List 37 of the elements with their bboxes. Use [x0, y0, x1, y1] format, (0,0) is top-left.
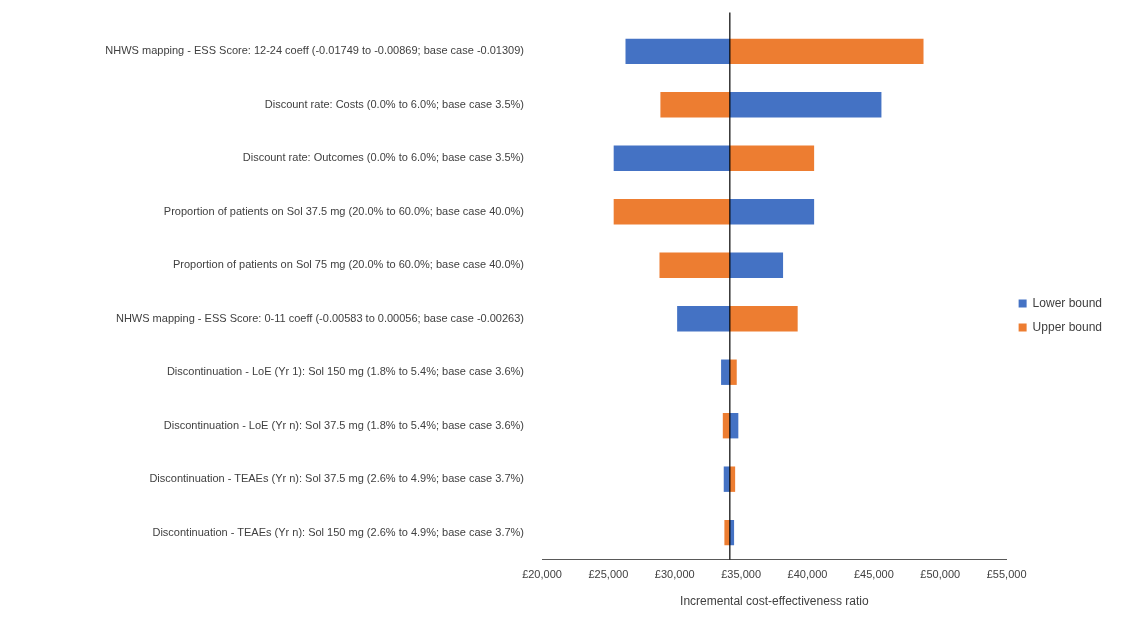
y-tick-label: NHWS mapping - ESS Score: 12-24 coeff (-0.01749 to -0.00869; base case -0.01309) — [105, 44, 524, 57]
bar — [729, 252, 784, 278]
y-tick-label: Discontinuation - LoE (Yr n): Sol 37.5 mg (1.8% to 5.4%; base case 3.6%) — [163, 418, 524, 431]
legend-label: Lower bound — [1032, 295, 1102, 310]
bar — [729, 413, 739, 439]
bar — [729, 359, 737, 385]
x-tick-label: £30,000 — [654, 568, 695, 581]
y-tick-label: Discontinuation - TEAEs (Yr n): Sol 37.5 mg (2.6% to 4.9%; base case 3.7%) — [149, 472, 524, 485]
y-tick-label: Discontinuation - LoE (Yr 1): Sol 150 mg (1.8% to 5.4%; base case 3.6%) — [166, 365, 524, 378]
bar — [729, 519, 735, 546]
bar — [677, 306, 730, 332]
x-tick-label: £50,000 — [920, 568, 961, 581]
x-tick-label: £25,000 — [588, 568, 629, 581]
x-tick-label: £55,000 — [986, 568, 1027, 581]
y-tick-label: NHWS mapping - ESS Score: 0-11 coeff (-0.00583 to 0.00056; base case -0.00263) — [115, 311, 524, 324]
bar — [729, 306, 798, 332]
x-tick-label: £40,000 — [787, 568, 828, 581]
bar — [729, 38, 924, 65]
y-tick-label: Proportion of patients on Sol 75 mg (20.0% to 60.0%; base case 40.0%) — [173, 258, 524, 271]
x-axis-title: Incremental cost-effectiveness ratio — [680, 594, 869, 609]
bar — [625, 38, 730, 65]
bar — [729, 466, 736, 492]
y-tick-label: Discount rate: Costs (0.0% to 6.0%; base case 3.5%) — [264, 97, 524, 110]
x-tick-label: £20,000 — [522, 568, 562, 581]
bar — [729, 199, 815, 225]
x-tick-label: £35,000 — [721, 568, 761, 581]
bar — [613, 199, 730, 225]
x-tick-label: £45,000 — [853, 568, 894, 581]
bar — [659, 252, 730, 278]
bar — [729, 92, 882, 118]
bar — [660, 92, 730, 118]
y-tick-label: Proportion of patients on Sol 37.5 mg (20.0% to 60.0%; base case 40.0%) — [163, 204, 524, 217]
legend-label: Upper bound — [1032, 319, 1102, 334]
y-tick-label: Discontinuation - TEAEs (Yr n): Sol 150 mg (2.6% to 4.9%; base case 3.7%) — [152, 525, 524, 538]
bar — [729, 145, 815, 171]
y-tick-label: Discount rate: Outcomes (0.0% to 6.0%; base case 3.5%) — [242, 151, 524, 164]
bar — [613, 145, 730, 171]
